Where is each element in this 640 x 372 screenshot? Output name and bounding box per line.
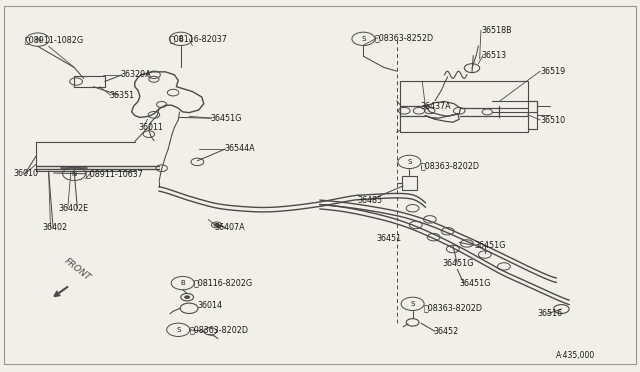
Text: B: B: [180, 280, 185, 286]
Text: S: S: [361, 36, 365, 42]
Circle shape: [184, 296, 189, 299]
Text: FRONT: FRONT: [63, 256, 92, 282]
Text: Ⓓ08116-8202G: Ⓓ08116-8202G: [193, 279, 253, 288]
Text: 36010: 36010: [13, 169, 38, 178]
Text: 36451: 36451: [376, 234, 401, 243]
Text: 36011: 36011: [138, 123, 163, 132]
Text: 36513: 36513: [481, 51, 506, 60]
Text: 36402E: 36402E: [58, 204, 88, 213]
Text: ⓝ08911-10637: ⓝ08911-10637: [86, 169, 143, 178]
Text: 36510: 36510: [540, 116, 566, 125]
Text: Ⓓ08116-82037: Ⓓ08116-82037: [170, 34, 227, 44]
Text: 36451G: 36451G: [443, 259, 474, 268]
Text: Ⓝ08363-8202D: Ⓝ08363-8202D: [189, 325, 249, 334]
Text: A·435,000: A·435,000: [556, 351, 596, 360]
Text: S: S: [407, 159, 412, 165]
Text: S: S: [176, 327, 180, 333]
Text: 36437A: 36437A: [421, 102, 452, 111]
Text: Ⓝ08363-8252D: Ⓝ08363-8252D: [374, 33, 433, 42]
Text: 36516: 36516: [537, 310, 563, 318]
Text: 36329A: 36329A: [121, 70, 152, 79]
Text: 36014: 36014: [197, 301, 222, 310]
Text: 36351: 36351: [109, 91, 134, 100]
Text: Ⓝ08363-8202D: Ⓝ08363-8202D: [424, 303, 483, 312]
Text: 36452: 36452: [434, 327, 459, 336]
Text: 36451G: 36451G: [210, 114, 241, 123]
Text: S: S: [410, 301, 415, 307]
Text: B: B: [179, 36, 183, 42]
Text: 36544A: 36544A: [224, 144, 255, 153]
Text: N: N: [72, 171, 77, 177]
Text: 36451G: 36451G: [474, 241, 506, 250]
Text: 36519: 36519: [540, 67, 566, 76]
Text: N: N: [35, 36, 40, 43]
Text: Ⓝ08363-8202D: Ⓝ08363-8202D: [421, 162, 480, 171]
Text: 36485: 36485: [357, 196, 382, 205]
Text: 36518B: 36518B: [481, 26, 511, 35]
Text: 36402: 36402: [42, 223, 67, 232]
Text: 36407A: 36407A: [214, 223, 245, 232]
Circle shape: [214, 224, 219, 227]
Text: ⓝ08911-1082G: ⓝ08911-1082G: [25, 35, 84, 44]
Text: 36451G: 36451G: [460, 279, 491, 288]
